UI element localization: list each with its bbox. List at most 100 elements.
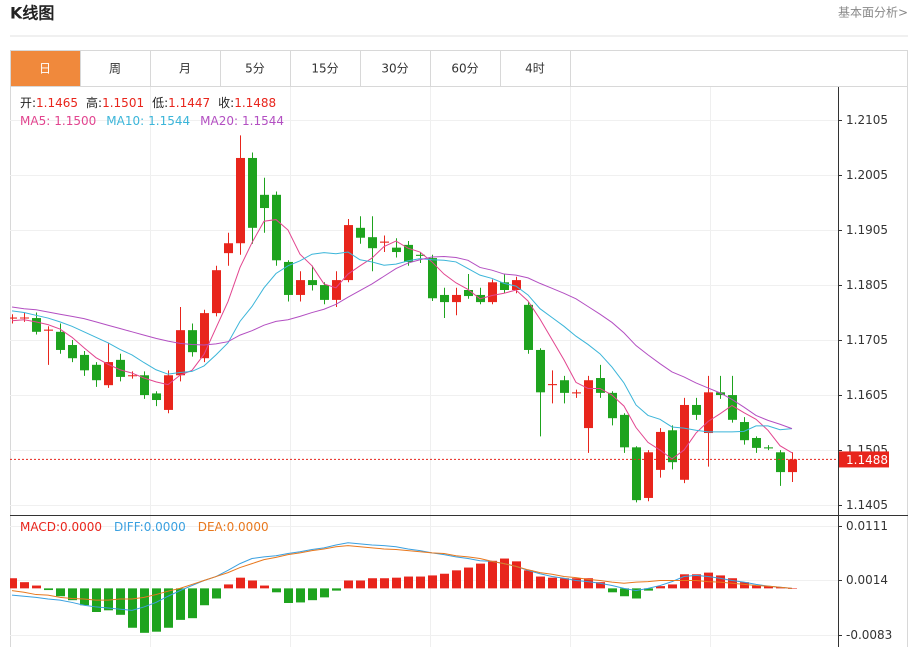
tab-label[interactable]: 5分 bbox=[245, 62, 265, 76]
candle-body bbox=[440, 294, 449, 303]
macd-bar bbox=[44, 588, 53, 591]
candle-body bbox=[560, 380, 569, 393]
macd-bar bbox=[320, 588, 329, 598]
candle-body bbox=[320, 285, 329, 300]
candle-body bbox=[296, 280, 305, 295]
y-tick-label: 1.1705 bbox=[846, 333, 888, 347]
candle-body bbox=[764, 447, 773, 449]
y-tick-label: 0.0014 bbox=[846, 573, 888, 587]
tab-bg[interactable] bbox=[150, 50, 221, 87]
legend-name: MA10: bbox=[106, 114, 144, 128]
tab-label[interactable]: 日 bbox=[39, 62, 51, 76]
candle-body bbox=[524, 304, 533, 350]
series-line bbox=[11, 542, 793, 611]
candle-body bbox=[248, 157, 257, 228]
y-tick-label: 1.2005 bbox=[846, 168, 888, 182]
macd-bar bbox=[572, 578, 581, 589]
candle-body bbox=[20, 317, 29, 319]
tab[interactable]: 月 bbox=[150, 50, 221, 87]
y-tick-label: 1.1905 bbox=[846, 223, 888, 237]
macd-bar bbox=[740, 582, 749, 589]
macd-bar bbox=[476, 563, 485, 589]
macd-bar bbox=[272, 588, 281, 593]
macd-bar bbox=[644, 588, 653, 591]
fundamental-link[interactable]: 基本面分析> bbox=[838, 6, 908, 20]
candle-body bbox=[404, 244, 413, 262]
tab[interactable]: 15分 bbox=[290, 50, 361, 87]
candle-body bbox=[116, 359, 125, 377]
macd-bar bbox=[104, 588, 113, 611]
macd-bar bbox=[620, 588, 629, 597]
tab-bg[interactable] bbox=[220, 50, 291, 87]
candle-body bbox=[368, 237, 377, 249]
candle-body bbox=[428, 258, 437, 299]
tab-label[interactable]: 周 bbox=[109, 62, 121, 76]
candle-body bbox=[464, 289, 473, 297]
tab-bg[interactable] bbox=[500, 50, 571, 87]
macd-bar bbox=[464, 567, 473, 589]
macd-bar bbox=[116, 588, 125, 615]
macd-bar bbox=[140, 588, 149, 633]
macd-bar bbox=[440, 573, 449, 589]
candle-body bbox=[272, 194, 281, 261]
macd-bar bbox=[452, 570, 461, 589]
page-title: K线图 bbox=[10, 4, 54, 23]
ohlc-label: 开: bbox=[20, 96, 36, 110]
macd-bar bbox=[188, 588, 197, 619]
macd-bar bbox=[224, 584, 233, 589]
series-line bbox=[11, 545, 793, 601]
tab-bg[interactable] bbox=[10, 50, 81, 87]
macd-bar bbox=[164, 588, 173, 628]
macd-bar bbox=[296, 588, 305, 603]
tab[interactable]: 4时 bbox=[500, 50, 571, 87]
macd-bar bbox=[680, 574, 689, 589]
tab-bg[interactable] bbox=[360, 50, 431, 87]
tab-label[interactable]: 4时 bbox=[525, 62, 545, 76]
macd-bar bbox=[536, 576, 545, 589]
candle-body bbox=[212, 270, 221, 314]
macd-bar bbox=[128, 588, 137, 628]
plot bbox=[10, 135, 797, 503]
candle-body bbox=[152, 393, 161, 401]
candle-body bbox=[332, 280, 341, 300]
macd-bar bbox=[368, 578, 377, 589]
y-tick-label: 1.1605 bbox=[846, 388, 888, 402]
macd-bar bbox=[248, 580, 257, 589]
macd-bar bbox=[764, 586, 773, 589]
y-tick-label: 0.0111 bbox=[846, 519, 888, 533]
macd-bar bbox=[632, 588, 641, 599]
tab-label[interactable]: 60分 bbox=[451, 62, 478, 76]
macd-bar bbox=[584, 578, 593, 589]
last-price-tag bbox=[839, 451, 889, 468]
tab[interactable]: 30分 bbox=[360, 50, 431, 87]
price-chart: 1.14051.15051.16051.17051.18051.19051.20… bbox=[10, 87, 889, 647]
tab[interactable]: 周 bbox=[80, 50, 151, 87]
ohlc-label: 低: bbox=[152, 96, 168, 110]
macd-bar bbox=[332, 588, 341, 591]
macd-bar bbox=[284, 588, 293, 603]
series-line bbox=[11, 251, 793, 433]
candle-body bbox=[44, 329, 53, 331]
tab-label[interactable]: 月 bbox=[179, 62, 191, 76]
tab-label[interactable]: 30分 bbox=[381, 62, 408, 76]
candle-body bbox=[356, 227, 365, 238]
legend-name: MA20: bbox=[200, 114, 238, 128]
macd-bar bbox=[692, 574, 701, 589]
macd-bar bbox=[20, 582, 29, 589]
tab-bg[interactable] bbox=[430, 50, 501, 87]
candle-body bbox=[32, 318, 41, 332]
candle-body bbox=[104, 362, 113, 386]
tab[interactable]: 60分 bbox=[430, 50, 501, 87]
macd-bar bbox=[152, 588, 161, 632]
tab[interactable]: 5分 bbox=[220, 50, 291, 87]
candle-body bbox=[128, 375, 137, 377]
candle-body bbox=[536, 349, 545, 393]
y-tick-label: -0.0083 bbox=[846, 628, 892, 642]
tab-bg[interactable] bbox=[290, 50, 361, 87]
candle-body bbox=[80, 354, 89, 371]
tab[interactable]: 日 bbox=[10, 50, 81, 87]
candle-body bbox=[728, 395, 737, 420]
tab-label[interactable]: 15分 bbox=[311, 62, 338, 76]
